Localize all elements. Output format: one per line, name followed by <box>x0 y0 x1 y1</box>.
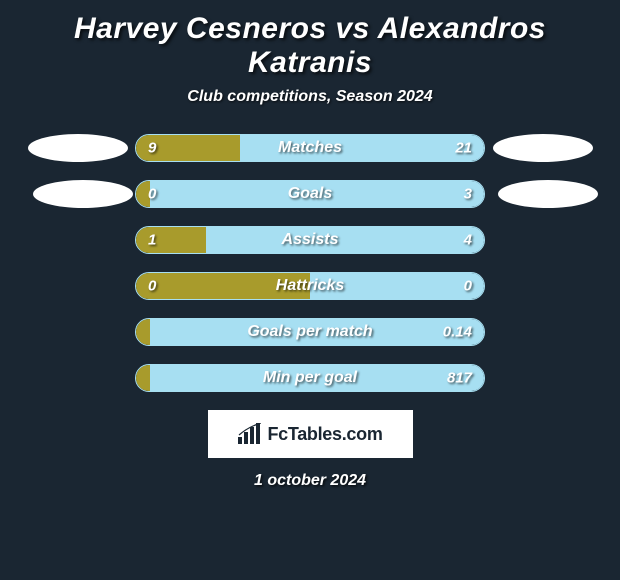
team-badge-left <box>28 134 128 162</box>
stat-bar: 1 Assists 4 <box>135 226 485 254</box>
stat-bar: 0 Hattricks 0 <box>135 272 485 300</box>
subtitle: Club competitions, Season 2024 <box>0 88 620 106</box>
stat-value-left: 9 <box>148 140 156 157</box>
stat-row: 1 Assists 4 <box>10 226 610 254</box>
date-line: 1 october 2024 <box>0 472 620 490</box>
badge-slot-left <box>20 272 135 300</box>
stat-row: Min per goal 817 <box>10 364 610 392</box>
team-badge-right <box>498 180 598 208</box>
bar-segment-right <box>206 227 484 253</box>
stat-bar: Goals per match 0.14 <box>135 318 485 346</box>
stat-value-right: 4 <box>464 232 472 249</box>
stat-value-right: 0.14 <box>443 324 472 341</box>
stat-value-left: 0 <box>148 186 156 203</box>
bar-segment-left <box>136 365 150 391</box>
stat-value-right: 3 <box>464 186 472 203</box>
stat-label: Min per goal <box>263 369 357 387</box>
stat-row: 0 Goals 3 <box>10 180 610 208</box>
stat-value-right: 817 <box>447 370 472 387</box>
stat-row: 0 Hattricks 0 <box>10 272 610 300</box>
badge-slot-right <box>485 226 600 254</box>
team-badge-right <box>493 134 593 162</box>
badge-slot-right <box>485 318 600 346</box>
bar-segment-left <box>136 227 206 253</box>
badge-slot-left <box>20 364 135 392</box>
stat-value-right: 21 <box>455 140 472 157</box>
stat-bar: 0 Goals 3 <box>135 180 485 208</box>
fctables-logo-icon <box>237 423 263 445</box>
stat-label: Goals <box>288 185 332 203</box>
stats-area: 9 Matches 21 0 Goals 3 1 Assists 4 0 Hattricks 0 Goa… <box>0 134 620 392</box>
badge-slot-left <box>20 180 135 208</box>
stat-row: 9 Matches 21 <box>10 134 610 162</box>
stat-row: Goals per match 0.14 <box>10 318 610 346</box>
stat-label: Goals per match <box>247 323 372 341</box>
stat-bar: 9 Matches 21 <box>135 134 485 162</box>
stat-label: Hattricks <box>276 277 344 295</box>
stat-label: Matches <box>278 139 342 157</box>
team-badge-left <box>33 180 133 208</box>
badge-slot-right <box>485 180 600 208</box>
stat-value-left: 1 <box>148 232 156 249</box>
badge-slot-right <box>485 272 600 300</box>
stat-value-right: 0 <box>464 278 472 295</box>
page-title: Harvey Cesneros vs Alexandros Katranis <box>0 8 620 88</box>
bar-segment-right <box>240 135 484 161</box>
badge-slot-left <box>20 134 135 162</box>
badge-slot-right <box>485 364 600 392</box>
badge-slot-left <box>20 318 135 346</box>
stat-label: Assists <box>282 231 339 249</box>
logo-box: FcTables.com <box>208 410 413 458</box>
stat-value-left: 0 <box>148 278 156 295</box>
logo-text: FcTables.com <box>267 424 382 445</box>
badge-slot-left <box>20 226 135 254</box>
stat-bar: Min per goal 817 <box>135 364 485 392</box>
bar-segment-left <box>136 319 150 345</box>
badge-slot-right <box>485 134 600 162</box>
